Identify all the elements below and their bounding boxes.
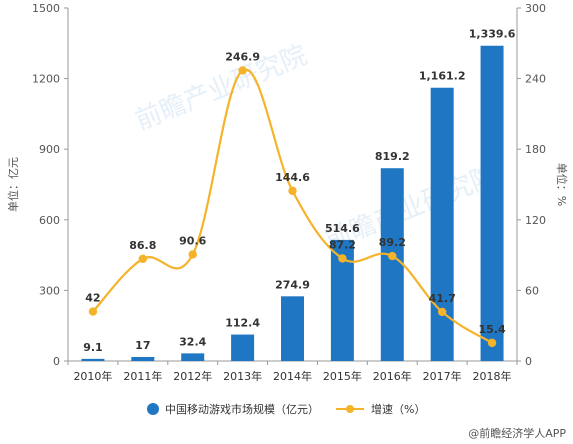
line-point <box>388 251 397 261</box>
line-value-label: 89.2 <box>379 236 406 249</box>
line-point <box>138 254 148 264</box>
legend-line-label: 增速（%） <box>371 402 425 416</box>
y-right-axis-title: 单位：% <box>555 163 569 206</box>
y-right-tick-label: 300 <box>525 2 546 15</box>
bar-value-label: 819.2 <box>375 150 410 163</box>
legend: 中国移动游戏市场规模（亿元） 增速（%） <box>147 402 425 416</box>
y-left-tick-label: 600 <box>39 214 60 227</box>
y-right-tick-label: 240 <box>525 73 546 86</box>
x-tick-label: 2011年 <box>123 369 162 383</box>
bar <box>131 356 155 361</box>
legend-line-marker <box>346 405 354 413</box>
line-point <box>238 66 247 75</box>
bar-series <box>81 45 504 362</box>
line-value-label: 246.9 <box>225 50 260 63</box>
x-tick-label: 2010年 <box>73 369 112 383</box>
y-left-tick-label: 900 <box>39 143 60 156</box>
line-value-label: 41.7 <box>429 292 456 305</box>
bar <box>281 296 304 361</box>
line-value-label: 15.4 <box>478 323 505 336</box>
bar <box>81 358 105 361</box>
line-point <box>338 254 347 263</box>
bar-value-label: 9.1 <box>83 341 103 354</box>
x-tick-label: 2014年 <box>273 369 312 383</box>
growth-line <box>92 68 493 344</box>
bar-value-label: 17 <box>135 339 150 352</box>
bar <box>231 334 255 361</box>
bar-value-label: 112.4 <box>225 317 260 330</box>
y-right-tick-label: 0 <box>525 355 532 368</box>
line-value-label: 42 <box>85 292 100 305</box>
line-series <box>88 66 497 348</box>
data-labels: 9.1 17 32.4 112.4 274.9 514.6 819.2 1,161.2 1,33… <box>83 28 516 354</box>
x-tick-label: 2017年 <box>423 369 462 383</box>
bar <box>480 45 504 361</box>
watermark-text: 前瞻产业研究院 <box>131 40 311 136</box>
line-point <box>288 186 297 196</box>
bar-value-label: 514.6 <box>325 222 360 235</box>
y-left-axis-title: 单位：亿元 <box>6 157 20 212</box>
x-tick-label: 2018年 <box>473 369 512 383</box>
bar <box>181 353 205 361</box>
line-value-label: 144.6 <box>275 171 310 184</box>
y-left-tick-label: 300 <box>39 284 60 297</box>
y-left-tick-label: 0 <box>53 355 60 368</box>
y-left-tick-label: 1200 <box>32 73 60 86</box>
y-right-tick-label: 120 <box>525 214 546 227</box>
x-tick-label: 2013年 <box>223 369 262 383</box>
line-value-label: 87.2 <box>329 238 356 251</box>
bar <box>430 87 454 362</box>
y-left-tick-label: 1500 <box>32 2 60 15</box>
y-right-tick-label: 180 <box>525 143 546 156</box>
x-tick-label: 2012年 <box>173 369 212 383</box>
line-point <box>188 250 197 259</box>
bar <box>380 168 404 361</box>
axes: 0 300 600 900 1200 1500 0 60 120 180 240 300 2010年 20… <box>6 2 569 383</box>
line-point <box>487 338 497 348</box>
x-tick-label: 2016年 <box>373 369 412 383</box>
x-tick-label: 2015年 <box>323 369 362 383</box>
legend-bar-label: 中国移动游戏市场规模（亿元） <box>165 402 319 416</box>
line-value-label: 90.6 <box>179 234 206 247</box>
bar <box>330 239 354 361</box>
y-right-tick-label: 60 <box>525 284 539 297</box>
line-point <box>437 307 447 317</box>
bar-value-label: 32.4 <box>179 335 206 348</box>
line-point <box>88 307 98 316</box>
bar-value-label: 1,161.2 <box>419 70 466 83</box>
credit-text: @前瞻经济学人APP <box>468 426 566 440</box>
bar-value-label: 274.9 <box>275 278 310 291</box>
line-value-label: 86.8 <box>129 239 156 252</box>
bar-value-label: 1,339.6 <box>469 28 516 41</box>
legend-bar-swatch <box>147 403 159 415</box>
